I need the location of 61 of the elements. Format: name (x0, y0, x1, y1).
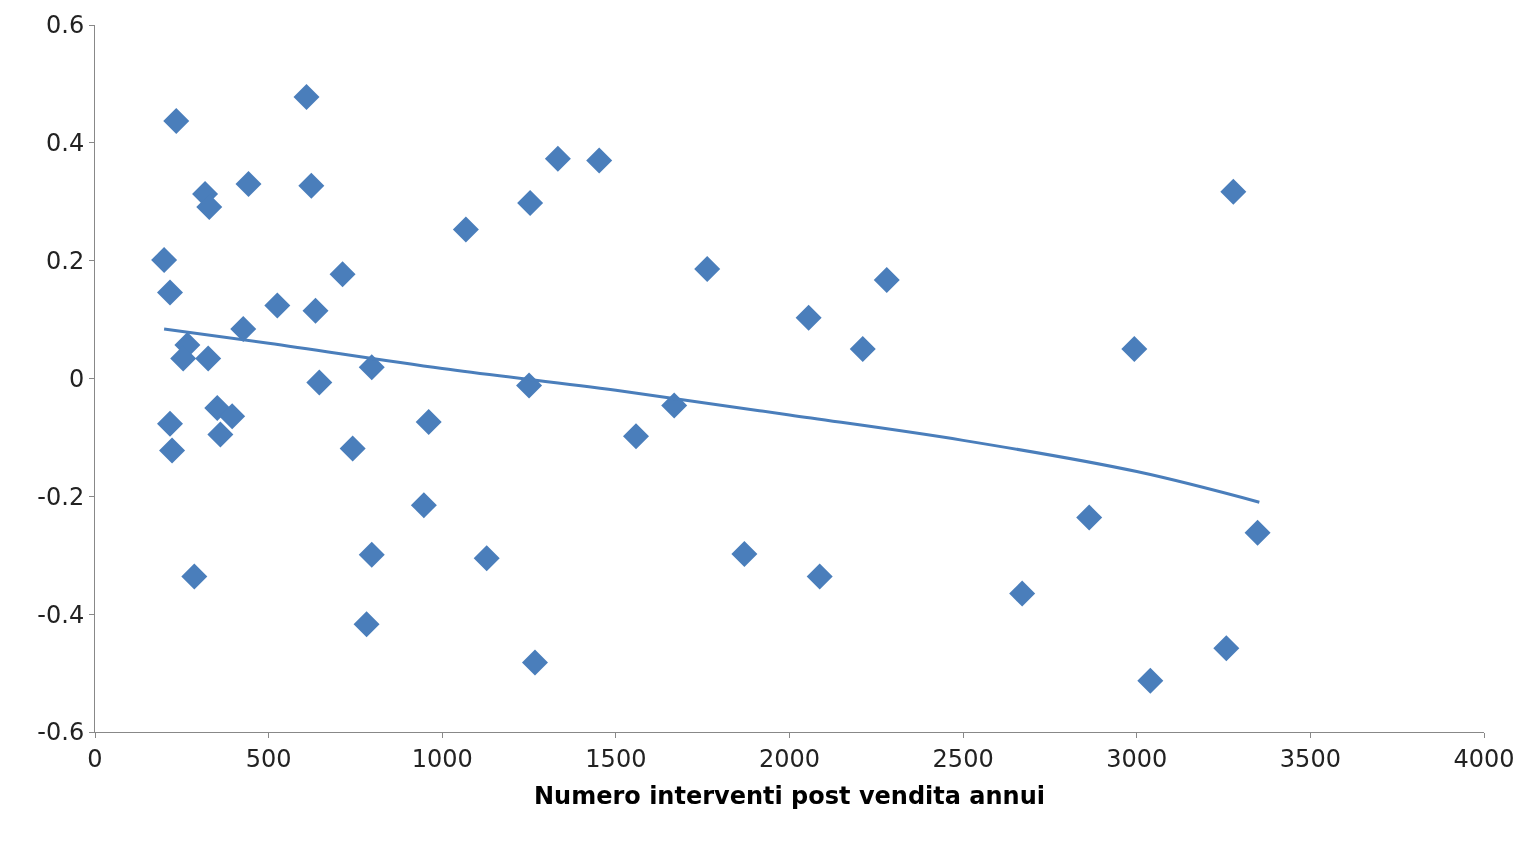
point (358, 541, 385, 568)
point (1009, 580, 1036, 607)
point (329, 261, 356, 288)
point (1076, 504, 1103, 531)
point (157, 279, 184, 306)
point (1220, 178, 1247, 205)
x-tick-label: 3000 (1106, 744, 1168, 773)
point (586, 147, 613, 174)
point (544, 145, 571, 172)
y-tick-label: 0.2 (46, 247, 85, 276)
point (731, 541, 758, 568)
point (415, 409, 442, 436)
point (1244, 519, 1271, 546)
y-tick-label: -0.2 (37, 482, 85, 511)
x-tick-label: 4000 (1453, 744, 1515, 773)
point (163, 108, 190, 135)
x-tick-label: 0 (87, 744, 103, 773)
point (235, 171, 262, 198)
x-tick-label: 1000 (411, 744, 473, 773)
point (473, 545, 500, 572)
y-tick-label: -0.6 (37, 718, 85, 747)
x-tick-label: 2500 (932, 744, 994, 773)
point (1137, 667, 1164, 694)
point (353, 611, 380, 638)
point (410, 492, 437, 519)
point (339, 435, 366, 462)
point (306, 369, 333, 396)
x-tick-label: 1500 (585, 744, 647, 773)
point (873, 267, 900, 294)
y-tick-label: 0.4 (46, 129, 85, 158)
point (181, 563, 208, 590)
point (795, 304, 822, 331)
point (195, 345, 222, 372)
point (204, 394, 231, 421)
y-tick-label: -0.4 (37, 600, 85, 629)
point (694, 255, 721, 282)
point (159, 437, 186, 464)
point (806, 563, 833, 590)
point (207, 421, 234, 448)
point (293, 83, 320, 110)
y-tick-label: 0.6 (46, 11, 85, 40)
point (452, 216, 479, 243)
point (1213, 635, 1240, 662)
point (623, 423, 650, 450)
point (517, 189, 544, 216)
x-tick-label: 3500 (1279, 744, 1341, 773)
x-axis-title: Numero interventi post vendita annui (534, 782, 1045, 811)
x-tick-label: 2000 (758, 744, 821, 773)
point (521, 649, 548, 676)
point (298, 172, 325, 199)
point (157, 410, 184, 437)
point (230, 316, 257, 343)
point (219, 403, 246, 430)
point (1121, 336, 1148, 363)
point (358, 354, 385, 381)
y-tick-label: 0 (68, 364, 85, 393)
point (151, 247, 178, 274)
point (849, 336, 876, 363)
point (264, 292, 291, 319)
point (302, 297, 329, 324)
x-tick-label: 500 (245, 744, 292, 773)
